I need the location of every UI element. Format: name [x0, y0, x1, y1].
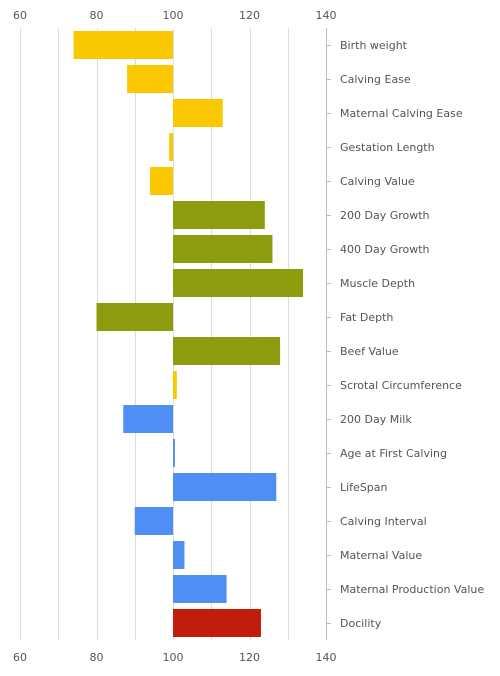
- bar: [173, 337, 281, 365]
- x-tick-label-top: 120: [239, 9, 260, 22]
- bar: [173, 473, 277, 501]
- bar: [173, 541, 185, 569]
- category-label: Birth weight: [340, 39, 408, 52]
- bar: [173, 269, 304, 297]
- category-label: Calving Value: [340, 175, 415, 188]
- bar: [173, 99, 223, 127]
- bar: [173, 575, 227, 603]
- category-label: Docility: [340, 617, 382, 630]
- bar: [173, 439, 175, 467]
- category-label: Maternal Value: [340, 549, 422, 562]
- category-label: LifeSpan: [340, 481, 388, 494]
- x-tick-label-top: 140: [316, 9, 337, 22]
- category-label: Scrotal Circumference: [340, 379, 462, 392]
- category-label: 200 Day Growth: [340, 209, 430, 222]
- bar: [134, 507, 173, 535]
- x-tick-label-bottom: 80: [90, 651, 104, 664]
- x-tick-label-bottom: 140: [316, 651, 337, 664]
- category-label: Maternal Calving Ease: [340, 107, 463, 120]
- category-label: 200 Day Milk: [340, 413, 412, 426]
- x-tick-label-bottom: 120: [239, 651, 260, 664]
- bar: [173, 609, 261, 637]
- category-label: Beef Value: [340, 345, 399, 358]
- category-label: Gestation Length: [340, 141, 435, 154]
- bar: [96, 303, 173, 331]
- bar: [173, 201, 265, 229]
- bar: [173, 235, 273, 263]
- category-label: Fat Depth: [340, 311, 393, 324]
- bar: [173, 371, 177, 399]
- bar: [73, 31, 173, 59]
- bar: [150, 167, 173, 195]
- bar: [127, 65, 173, 93]
- category-label: Calving Interval: [340, 515, 427, 528]
- x-tick-label-bottom: 60: [13, 651, 27, 664]
- bar: [123, 405, 173, 433]
- x-tick-label-top: 80: [90, 9, 104, 22]
- bar: [169, 133, 173, 161]
- x-tick-label-top: 100: [163, 9, 184, 22]
- category-label: Maternal Production Value: [340, 583, 484, 596]
- category-label: 400 Day Growth: [340, 243, 430, 256]
- x-tick-label-bottom: 100: [163, 651, 184, 664]
- category-label: Age at First Calving: [340, 447, 447, 460]
- category-label: Muscle Depth: [340, 277, 415, 290]
- x-tick-label-top: 60: [13, 9, 27, 22]
- category-label: Calving Ease: [340, 73, 411, 86]
